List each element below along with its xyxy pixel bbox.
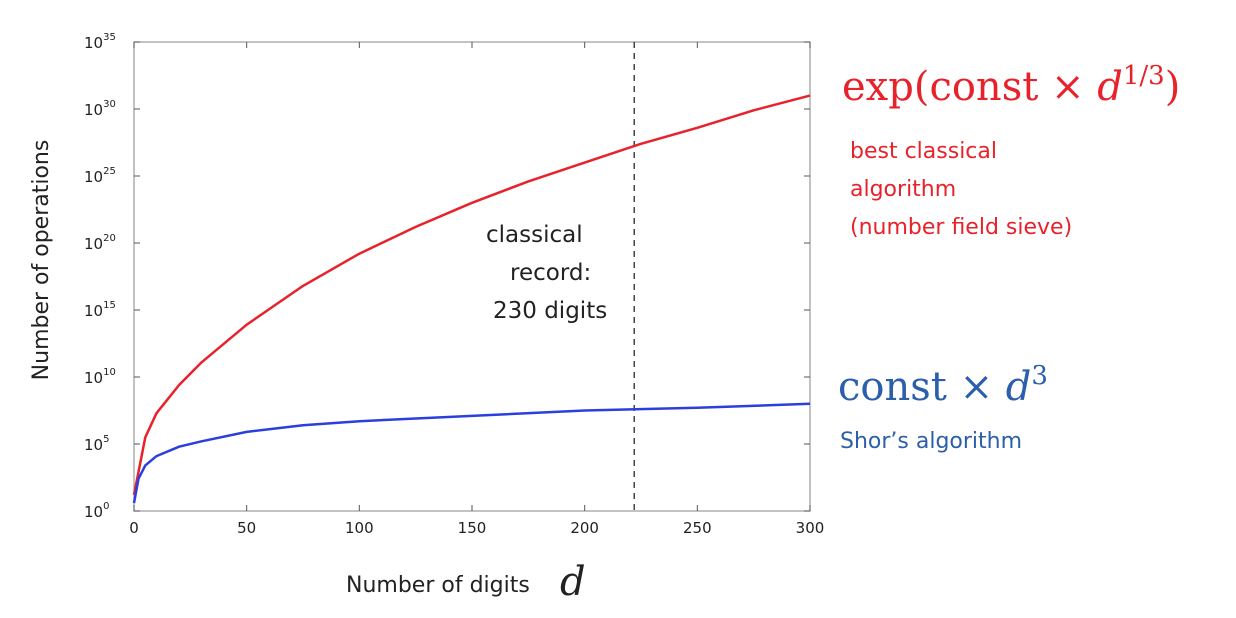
blue-curve: [132, 402, 811, 504]
x-tick-label: 200: [570, 519, 599, 537]
red-formula-pre: exp(const ×: [842, 64, 1097, 110]
y-tick-label: 1015: [84, 300, 116, 320]
red-desc-line-1: best classical: [850, 139, 997, 164]
red-curve-formula: exp(const × d1/3): [842, 61, 1180, 110]
y-tick-label: 1020: [84, 233, 116, 253]
x-axis-label: Number of digits: [346, 573, 530, 598]
y-tick-label: 1025: [84, 166, 116, 186]
blue-curve-formula: const × d3: [838, 361, 1048, 410]
x-axis-variable: d: [560, 559, 586, 605]
x-tick-label: 300: [796, 519, 825, 537]
red-desc-line-2: algorithm: [850, 177, 956, 202]
blue-curve-description: Shor’s algorithm: [840, 429, 1022, 454]
annotation-line-3: 230 digits: [493, 298, 607, 324]
blue-formula-exponent: 3: [1031, 361, 1048, 391]
red-desc-line-3: (number field sieve): [850, 215, 1072, 240]
annotation-classical-record: classical record: 230 digits: [486, 222, 607, 324]
plot-frame: [133, 41, 811, 512]
blue-formula-pre: const ×: [838, 364, 1006, 410]
y-axis-ticks: 100 105 1010 1015 1020 1025 1030 1035: [84, 32, 810, 521]
y-tick-label: 100: [84, 501, 109, 521]
red-formula-var: d: [1097, 64, 1123, 110]
x-tick-label: 100: [345, 519, 374, 537]
y-tick-label: 105: [84, 434, 109, 454]
y-tick-label: 1035: [84, 32, 116, 52]
x-tick-label: 150: [458, 519, 487, 537]
y-axis-label: Number of operations: [29, 140, 54, 381]
blue-formula-var: d: [1006, 364, 1032, 410]
red-curve-description: best classical algorithm (number field s…: [850, 139, 1072, 240]
y-tick-label: 1030: [84, 99, 116, 119]
annotation-line-1: classical: [486, 222, 583, 248]
x-tick-label: 50: [237, 519, 256, 537]
red-formula-exponent: 1/3: [1123, 61, 1165, 91]
x-axis-ticks: 0 50 100 150 200 250 300: [129, 42, 824, 537]
red-curve: [132, 94, 811, 496]
red-formula-post: ): [1165, 64, 1181, 110]
x-tick-label: 250: [683, 519, 712, 537]
x-tick-label: 0: [129, 519, 139, 537]
plot-area: [132, 41, 811, 512]
annotation-line-2: record:: [510, 260, 591, 286]
y-tick-label: 1010: [84, 367, 116, 387]
